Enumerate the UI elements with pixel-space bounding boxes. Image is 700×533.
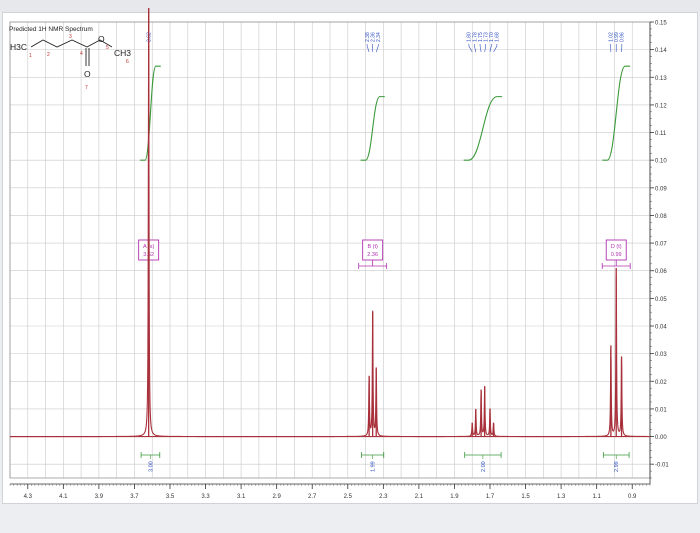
- integral-value-label: 2.00: [481, 461, 487, 472]
- peak-label-leader: [480, 44, 481, 52]
- x-tick-label: 3.3: [201, 494, 210, 500]
- x-tick-label: 1.1: [592, 494, 601, 500]
- atom-number-1: 1: [29, 53, 32, 59]
- y-tick-label: 0.01: [655, 407, 667, 413]
- y-tick-label: 0.06: [655, 269, 667, 275]
- x-tick-label: 4.3: [24, 494, 33, 500]
- integral-curve: [361, 97, 385, 161]
- molecule-structure: H3C O O CH3 1 2 3 4 5 6 7: [10, 34, 131, 91]
- peak-ppm-label: 3.62: [146, 32, 152, 42]
- multiplet-label: D (t): [611, 244, 622, 250]
- atom-number-5: 5: [106, 45, 109, 51]
- chart-title: Predicted 1H NMR Spectrum: [9, 26, 93, 33]
- x-tick-label: 1.7: [486, 494, 495, 500]
- multiplet-labels: A (s)3.62B (t)2.36D (t)0.99: [139, 240, 631, 269]
- atom-number-4: 4: [80, 51, 83, 57]
- x-axis: 4.3 4.1 3.9 3.7 3.5 3.3 3.1 2.9 2.7 2.5 2.3 2.1 1.9 1…: [10, 484, 650, 500]
- integral-value-label: 1.99: [371, 461, 377, 472]
- multiplet-shift: 2.36: [367, 252, 378, 258]
- y-tick-label: 0.03: [655, 352, 667, 358]
- y-tick-label: 0.15: [655, 21, 667, 27]
- integral-curves: 3.00 1.99 2.00 2.99: [140, 66, 630, 472]
- integral-curve: [140, 66, 161, 160]
- h3c-label: H3C: [10, 42, 27, 52]
- atom-number-2: 2: [47, 52, 50, 58]
- x-tick-label: 1.3: [557, 494, 566, 500]
- integral-curve: [464, 97, 502, 161]
- y-tick-label: -0.01: [655, 463, 669, 469]
- peak-label-leader: [376, 44, 378, 52]
- x-tick-label: 1.9: [450, 494, 459, 500]
- y-tick-label: 0.04: [655, 325, 667, 331]
- y-tick-label: 0.10: [655, 159, 667, 165]
- multiplet-label: B (t): [367, 244, 378, 250]
- x-tick-label: 2.3: [379, 494, 388, 500]
- atom-number-6: 6: [126, 59, 129, 65]
- x-tick-label: 3.5: [166, 494, 175, 500]
- y-axis: 0.15 0.14 0.13 0.12 0.11 0.10 0.09 0.08 0.07 0.06…: [650, 21, 669, 485]
- integral-curve: [602, 66, 630, 160]
- carbonyl-oxygen-label: O: [84, 69, 91, 79]
- x-tick-label: 2.5: [344, 494, 353, 500]
- peak-ppm-label: 1.68: [495, 32, 501, 42]
- y-tick-label: 0.05: [655, 297, 667, 303]
- ester-oxygen-label: O: [98, 34, 105, 44]
- peak-label-leader: [474, 44, 475, 52]
- x-tick-label: 3.7: [130, 494, 139, 500]
- y-tick-label: 0.14: [655, 48, 667, 54]
- y-tick-label: 0.09: [655, 186, 667, 192]
- x-tick-label: 1.5: [521, 494, 530, 500]
- peak-label-leader: [367, 44, 369, 52]
- peak-ppm-label: 2.34: [376, 32, 382, 42]
- y-tick-label: 0.13: [655, 76, 667, 82]
- y-tick-label: 0.12: [655, 103, 667, 109]
- multiplet-shift: 0.99: [611, 252, 622, 258]
- y-tick-label: 0.02: [655, 380, 667, 386]
- x-tick-label: 0.9: [628, 494, 637, 500]
- x-tick-label: 2.9: [272, 494, 281, 500]
- peak-label-leader: [469, 44, 472, 52]
- x-tick-label: 3.1: [237, 494, 246, 500]
- peak-ppm-label: 0.96: [620, 32, 626, 42]
- x-tick-label: 2.7: [308, 494, 317, 500]
- peak-label-leader: [494, 44, 497, 52]
- integral-value-label: 3.00: [148, 461, 154, 472]
- y-tick-label: 0.07: [655, 242, 667, 248]
- atom-number-3: 3: [69, 34, 72, 40]
- grid: [10, 8, 650, 478]
- x-tick-label: 2.1: [415, 494, 424, 500]
- peak-label-leader: [485, 44, 486, 52]
- y-tick-label: 0.08: [655, 214, 667, 220]
- y-tick-label: 0.11: [655, 131, 667, 137]
- ch3-label: CH3: [114, 48, 131, 58]
- atom-number-7: 7: [85, 85, 88, 91]
- y-tick-label: 0.00: [655, 435, 667, 441]
- peak-ppm-labels: 3.62 2.38 2.36 2.34 1.80 1.78 1.75 1.73 1.70 1.68…: [146, 32, 625, 52]
- x-tick-label: 3.9: [95, 494, 104, 500]
- x-tick-label: 4.1: [59, 494, 68, 500]
- integral-value-label: 2.99: [614, 461, 620, 472]
